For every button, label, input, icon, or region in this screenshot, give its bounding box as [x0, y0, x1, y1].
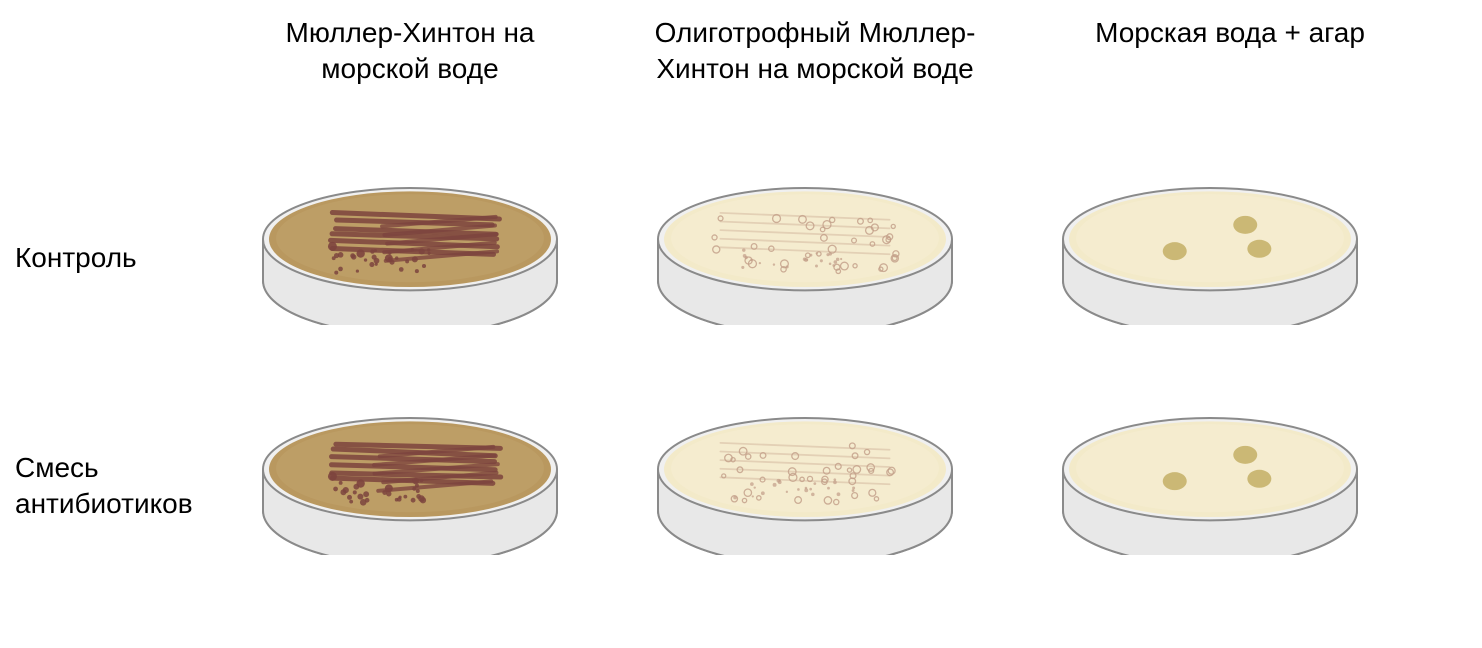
col-header-2-line2: Хинтон на морской воде: [656, 53, 973, 84]
petri-dish-icon: [655, 390, 955, 555]
petri-dish: [655, 390, 955, 555]
col-header-3: Морская вода + агар: [1050, 15, 1410, 51]
row-label-1-line1: Контроль: [15, 242, 137, 273]
col-header-2-line1: Олиготрофный Мюллер-: [655, 17, 976, 48]
col-header-2: Олиготрофный Мюллер- Хинтон на морской в…: [610, 15, 1020, 88]
diagram-container: Мюллер-Хинтон на морской воде Олиготрофн…: [0, 0, 1482, 648]
row-label-2-line2: антибиотиков: [15, 488, 193, 519]
petri-dish: [1060, 160, 1360, 325]
col-header-1-line1: Мюллер-Хинтон на: [286, 17, 535, 48]
row-label-2-line1: Смесь: [15, 452, 99, 483]
col-header-3-line1: Морская вода + агар: [1095, 17, 1365, 48]
petri-dish-icon: [260, 160, 560, 325]
petri-dish: [260, 390, 560, 555]
petri-dish: [260, 160, 560, 325]
row-label-1: Контроль: [15, 240, 215, 276]
col-header-1: Мюллер-Хинтон на морской воде: [265, 15, 555, 88]
petri-dish-icon: [1060, 160, 1360, 325]
petri-dish-icon: [1060, 390, 1360, 555]
petri-dish: [655, 160, 955, 325]
col-header-1-line2: морской воде: [321, 53, 498, 84]
row-label-2: Смесь антибиотиков: [15, 450, 215, 523]
petri-dish-icon: [655, 160, 955, 325]
petri-dish-icon: [260, 390, 560, 555]
petri-dish: [1060, 390, 1360, 555]
